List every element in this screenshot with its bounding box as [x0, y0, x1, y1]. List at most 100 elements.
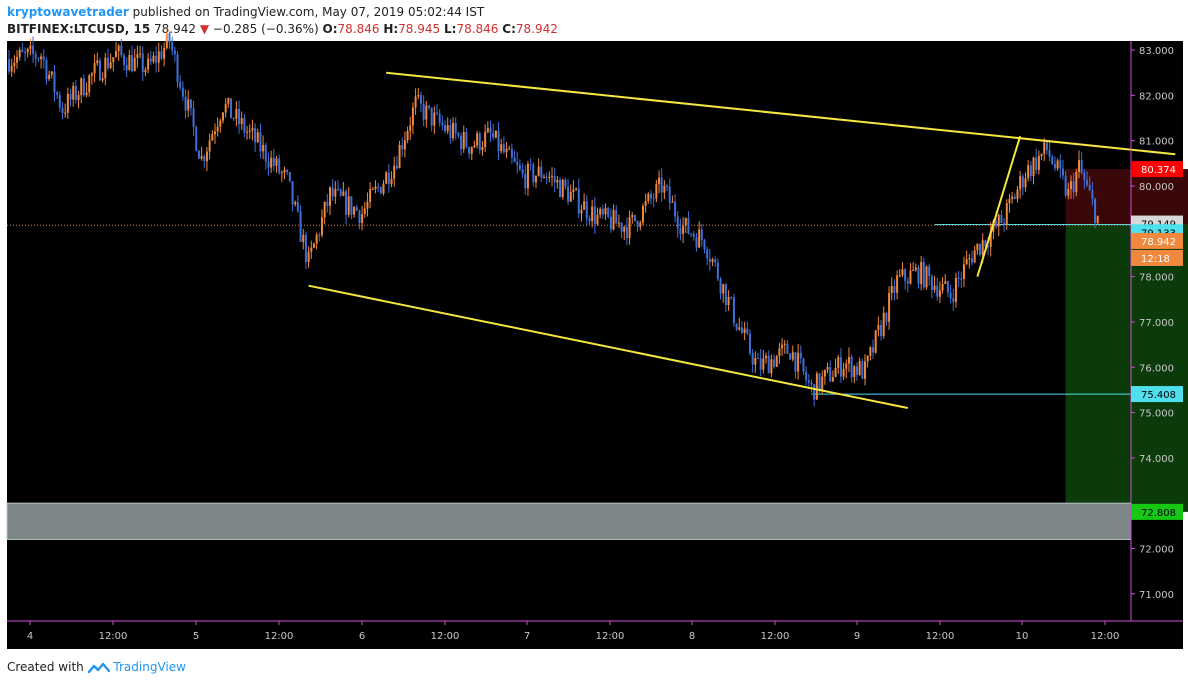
- candle-body: [446, 125, 449, 132]
- candle-body: [773, 359, 776, 367]
- author-link[interactable]: kryptowavetrader: [7, 5, 129, 19]
- candle-body: [358, 210, 361, 224]
- price-chart[interactable]: 1.225 (1.55%) 75.50.207 ~ 205.186.341 (8…: [0, 0, 1188, 656]
- candle-body: [363, 208, 366, 214]
- candle-body: [436, 112, 438, 114]
- candle-body: [157, 51, 160, 63]
- candle-body: [1011, 196, 1014, 199]
- candle-body: [612, 209, 615, 230]
- candle-body: [518, 165, 521, 170]
- candle-body: [337, 188, 340, 190]
- candle-body: [882, 312, 885, 337]
- candle-body: [85, 92, 88, 96]
- candle-body: [48, 74, 51, 80]
- y-tick-label: 74.000: [1139, 454, 1174, 465]
- candle-body: [342, 191, 345, 196]
- candle-body: [18, 49, 21, 57]
- x-tick-label: 12:00: [926, 631, 955, 642]
- candle-body: [371, 189, 374, 191]
- candle-body: [1024, 178, 1027, 188]
- candle-body: [291, 181, 294, 205]
- candle-body: [238, 108, 241, 125]
- candle-body: [631, 214, 634, 218]
- candle-body: [650, 193, 652, 199]
- candle-body: [746, 328, 749, 334]
- candle-body: [623, 226, 626, 232]
- candle-body: [390, 178, 393, 185]
- candle-body: [1053, 163, 1056, 169]
- candle-body: [987, 246, 990, 248]
- candle-body: [981, 240, 984, 255]
- candle-body: [759, 358, 762, 370]
- candle-body: [639, 222, 642, 227]
- candle-body: [382, 183, 385, 194]
- candle-body: [609, 216, 612, 230]
- candle-body: [377, 186, 380, 188]
- candle-body: [427, 105, 430, 108]
- candle-body: [1094, 198, 1097, 223]
- candle-body: [920, 261, 923, 285]
- candle-body: [505, 148, 508, 153]
- y-tick-label: 72.000: [1139, 545, 1174, 556]
- price-axis-label: 72.808: [1141, 508, 1176, 519]
- candle-body: [1005, 202, 1008, 225]
- candle-body: [641, 205, 644, 223]
- candle-body: [762, 358, 765, 370]
- candle-body: [136, 54, 139, 58]
- candle-body: [181, 87, 184, 97]
- y-tick-label: 80.000: [1139, 182, 1174, 193]
- stop-loss-zone: [1065, 169, 1188, 225]
- candle-body: [545, 176, 548, 178]
- candle-body: [345, 191, 348, 215]
- candle-body: [1067, 189, 1070, 196]
- candle-body: [422, 103, 425, 120]
- candle-body: [711, 259, 714, 262]
- last-price: 78.942: [154, 22, 197, 36]
- candle-body: [230, 98, 233, 119]
- candle-body: [168, 33, 171, 43]
- candle-body: [58, 95, 61, 108]
- candle-body: [1078, 160, 1080, 172]
- candle-body: [821, 376, 824, 391]
- candle-body: [625, 226, 628, 238]
- candle-body: [583, 201, 586, 210]
- candle-body: [534, 175, 537, 183]
- candle-body: [1016, 189, 1019, 199]
- close-value: 78.942: [515, 22, 558, 36]
- candle-body: [751, 353, 754, 365]
- candle-body: [133, 57, 136, 72]
- candle-body: [858, 361, 861, 375]
- tradingview-brand[interactable]: TradingView: [113, 660, 186, 674]
- candle-body: [401, 145, 404, 150]
- candle-body: [682, 225, 685, 234]
- candle-body: [842, 368, 845, 377]
- candle-body: [551, 176, 554, 178]
- candle-body: [334, 188, 337, 197]
- candle-body: [173, 50, 176, 55]
- candle-body: [115, 51, 117, 58]
- candle-body: [219, 120, 222, 127]
- candle-body: [125, 64, 128, 71]
- candle-body: [845, 363, 848, 369]
- candle-body: [781, 344, 784, 349]
- candle-body: [636, 220, 639, 227]
- candle-body: [208, 140, 211, 152]
- candle-body: [529, 163, 532, 165]
- candle-body: [620, 222, 623, 232]
- candle-body: [254, 128, 257, 143]
- candle-body: [866, 355, 869, 362]
- publish-header: kryptowavetrader published on TradingVie…: [7, 5, 484, 19]
- candle-body: [42, 56, 45, 60]
- candle-body: [561, 179, 564, 198]
- candle-body: [280, 172, 283, 174]
- candle-body: [1072, 181, 1075, 193]
- candle-body: [385, 172, 388, 184]
- time-axis: [7, 621, 1183, 649]
- candle-body: [885, 312, 888, 322]
- candle-body: [347, 196, 350, 215]
- candle-body: [1032, 157, 1035, 177]
- candle-body: [1035, 157, 1038, 170]
- candle-body: [778, 348, 781, 356]
- candle-body: [687, 218, 690, 234]
- candle-body: [417, 94, 420, 97]
